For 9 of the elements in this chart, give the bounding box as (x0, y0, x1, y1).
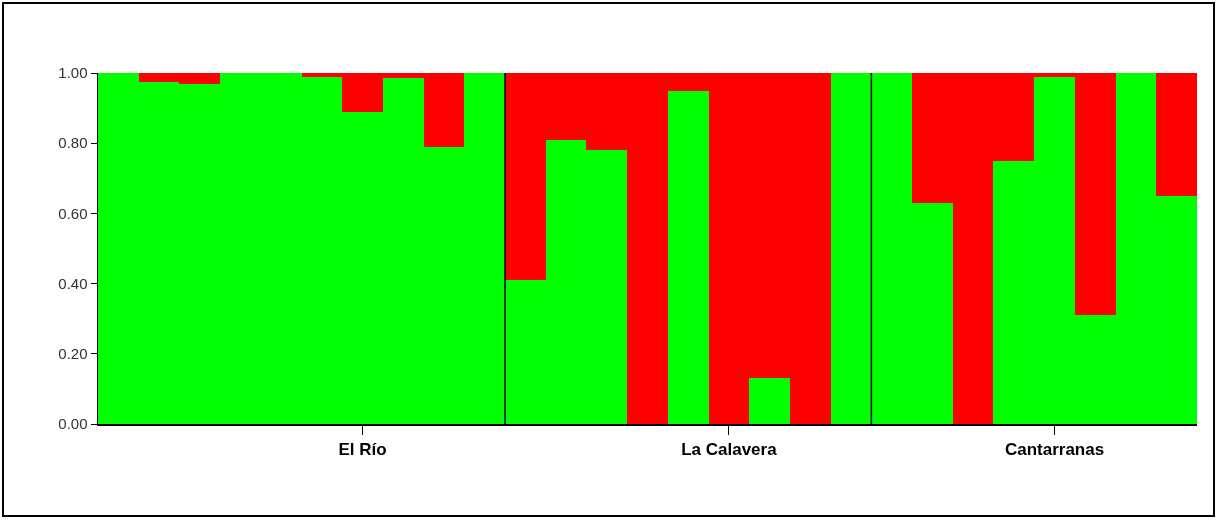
x-tick-label: Cantarranas (1004, 439, 1105, 459)
y-tick-label: 0.20 (58, 345, 88, 363)
y-tick-label: 0.00 (58, 415, 88, 433)
y-tick-label: 0.40 (58, 274, 88, 292)
x-tick-label: El Río (338, 439, 387, 459)
y-tick-label: 0.60 (58, 204, 88, 222)
y-tick-label: 1.00 (58, 64, 88, 82)
x-tick-label: La Calavera (681, 439, 778, 459)
y-tick-label: 0.80 (58, 134, 88, 152)
